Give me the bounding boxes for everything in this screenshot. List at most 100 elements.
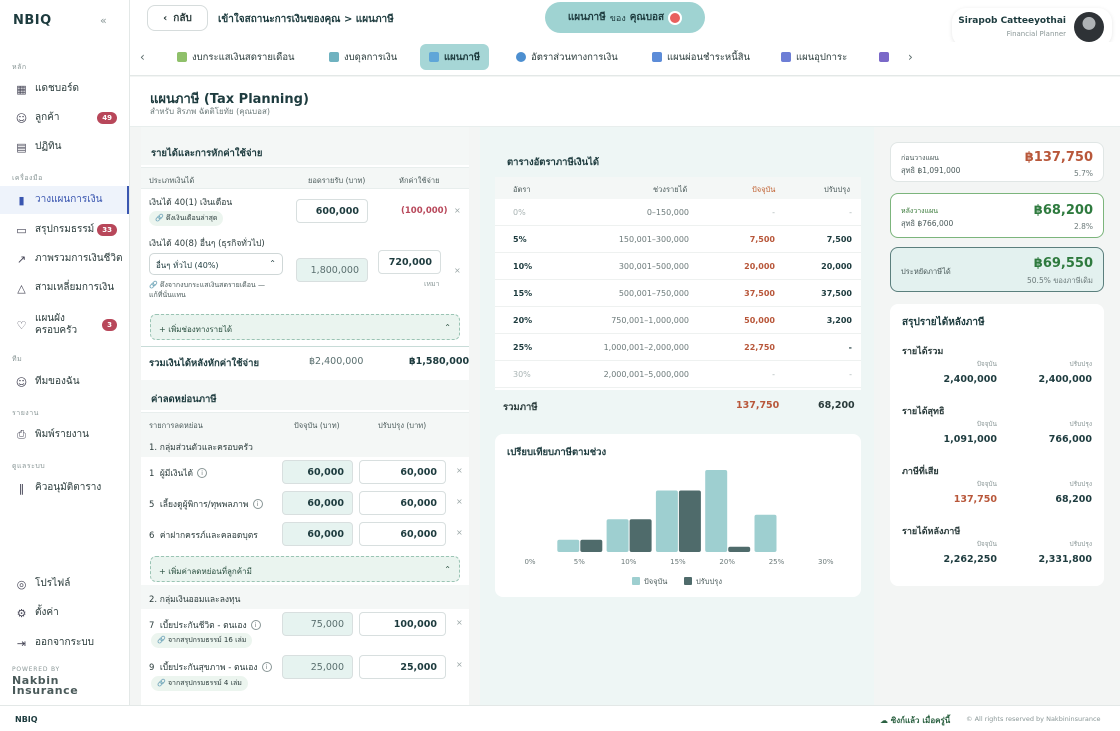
remove-other-icon[interactable]: ×	[454, 266, 461, 275]
income-deduction-panel: รายได้และการหักค่าใช้จ่าย ประเภทเงินได้ …	[141, 127, 469, 707]
sidebar-item-profile[interactable]: ◎ โปรไฟล์	[16, 577, 71, 591]
logout-icon: ⇥	[16, 636, 27, 650]
tab-ratios[interactable]: อัตราส่วนทางการเงิน	[507, 44, 627, 70]
sidebar-item-print[interactable]: ⎙ พิมพ์รายงาน	[0, 421, 129, 449]
cloud-icon: ☁	[880, 716, 888, 725]
x-tick-label: 30%	[818, 558, 834, 566]
sidebar-item-myteam[interactable]: ☺ ทีมของฉัน	[15, 375, 80, 389]
legend-swatch	[684, 577, 692, 585]
policy-link-chip[interactable]: 🔗 จากสรุปกรมธรรม์ 4 เล่ม	[151, 676, 248, 691]
sidebar-item-dashboard[interactable]: ▦ แดชบอร์ด	[16, 82, 79, 96]
back-button[interactable]: ‹ กลับ	[147, 5, 208, 31]
summary-current-value: 2,262,250	[943, 554, 998, 565]
policy-link-chip[interactable]: 🔗 จากสรุปกรมธรรม์ 16 เล่ม	[151, 633, 253, 648]
add-deduction-button[interactable]: + เพิ่มค่าลดหย่อนที่ลูกค้ามี ⌃	[150, 556, 460, 582]
tab-more[interactable]	[870, 44, 903, 70]
user-role: Financial Planner	[1006, 30, 1066, 38]
top-bar: ‹ กลับ เข้าใจสถานะการเงินของคุณ > แผนภาษี…	[130, 0, 1120, 47]
adjusted-cell: 20,000	[821, 262, 852, 271]
page-title: แผนภาษี (Tax Planning)	[150, 92, 309, 107]
footer: NBIQ ☁ ซิงก์แล้ว เมื่อครู่นี้ © All righ…	[0, 705, 1120, 731]
info-icon[interactable]: i	[261, 662, 272, 672]
tab-scroll-right-icon[interactable]: ›	[908, 50, 913, 64]
deduction-adjusted-input[interactable]: 25,000	[359, 655, 446, 679]
tab-cashflow[interactable]: งบกระแสเงินสดรายเดือน	[168, 44, 304, 70]
rate-row: 15% 500,001–750,000 37,500 37,500	[495, 280, 861, 307]
bar-current-1	[557, 539, 580, 552]
remove-deduction-icon[interactable]: ×	[456, 466, 463, 475]
summary-item-label: รายได้สุทธิ	[902, 407, 945, 417]
salary-deduct-value: (100,000)	[401, 206, 448, 216]
pull-cashflow-link[interactable]: 🔗 ดึงจากงบกระแสเงินสดรายเดือน — แก้ที่นั่…	[149, 281, 265, 299]
nav-section-admin: ดูแลระบบ	[12, 462, 46, 470]
remove-deduction-icon[interactable]: ×	[456, 497, 463, 506]
collapse-sidebar-icon[interactable]: «	[100, 14, 107, 27]
sidebar-item-overview[interactable]: ↗ ภาพรวมการเงินชีวิต	[16, 252, 123, 266]
tab-scroll-left-icon[interactable]: ‹	[140, 50, 145, 64]
user-card[interactable]: Sirapob Catteeyothai Financial Planner	[952, 8, 1112, 47]
info-icon[interactable]: i	[197, 468, 208, 478]
globe-icon	[516, 52, 526, 62]
current-cell: 50,000	[744, 316, 775, 325]
current-cell: 22,750	[744, 343, 775, 352]
sidebar-item-policy-summary[interactable]: ▭ สรุปกรมธรรม์ 33	[0, 216, 129, 244]
deduction-group-savings: 2. กลุ่มเงินออมและลงทุน	[141, 585, 469, 609]
graduation-icon	[879, 52, 889, 62]
rate-cell: 0%	[513, 208, 526, 217]
summary-item-label: รายได้หลังภาษี	[902, 527, 961, 537]
tab-tax-plan[interactable]: แผนภาษี	[420, 44, 490, 70]
info-icon[interactable]: i	[250, 620, 261, 630]
summary-badge: 33	[97, 224, 117, 236]
remove-salary-icon[interactable]: ×	[454, 206, 461, 215]
chart-title: เปรียบเทียบภาษีตามช่วง	[507, 446, 606, 458]
tab-debt-plan[interactable]: แผนผ่อนชำระหนี้สิน	[643, 44, 759, 70]
pull-salary-link[interactable]: 🔗 ดึงเงินเดือนล่าสุด	[149, 211, 224, 226]
summary-adjusted-caption: ปรับปรุง	[1069, 420, 1092, 428]
remove-deduction-icon[interactable]: ×	[456, 660, 463, 669]
sidebar-item-customers[interactable]: ☺ ลูกค้า 49	[0, 104, 129, 132]
sidebar-item-settings[interactable]: ⚙ ตั้งค่า	[16, 606, 59, 620]
expense-type-select[interactable]: อื่นๆ ทั่วไป (40%) ⌃	[149, 253, 283, 275]
summary-current-value: 1,091,000	[943, 434, 998, 445]
deduction-adjusted-input[interactable]: 60,000	[359, 460, 446, 484]
sidebar-item-triangle[interactable]: △ สามเหลี่ยมการเงิน	[0, 274, 129, 302]
current-cell: -	[772, 208, 775, 217]
tax-saved-card: ประหยัดภาษีได้ ฿69,550 50.5% ของภาษีเดิม	[890, 247, 1104, 292]
deduction-adjusted-input[interactable]: 60,000	[359, 522, 446, 546]
summary-current-caption: ปัจจุบัน	[976, 540, 997, 548]
summary-item-label: รายได้รวม	[902, 347, 944, 357]
deduction-header: ค่าลดหย่อนภาษี	[141, 380, 469, 410]
adjusted-cell: 37,500	[821, 289, 852, 298]
adjusted-cell: -	[849, 370, 852, 379]
salary-amount-input[interactable]: 600,000	[296, 199, 368, 223]
tax-rate-panel: ตารางอัตราภาษีเงินได้ อัตรา ช่วงรายได้ ป…	[480, 127, 874, 707]
deduction-adjusted-input[interactable]: 100,000	[359, 612, 446, 636]
tax-doc-icon	[429, 52, 439, 62]
other-deduct-input[interactable]: 720,000	[378, 250, 441, 274]
grid-icon: ▦	[16, 82, 27, 96]
remove-deduction-icon[interactable]: ×	[456, 618, 463, 627]
rate-row: 20% 750,001–1,000,000 50,000 3,200	[495, 307, 861, 334]
lump-sum-label: เหมา	[424, 280, 440, 288]
current-cell: -	[772, 370, 775, 379]
copyright: © All rights reserved by Nakbininsurance	[966, 715, 1101, 723]
sidebar-item-planning[interactable]: ▮ วางแผนการเงิน	[0, 186, 129, 214]
sidebar-item-logout[interactable]: ⇥ ออกจากระบบ	[16, 636, 95, 650]
add-income-button[interactable]: + เพิ่มช่องทางรายได้ ⌃	[150, 314, 460, 340]
bar-adjusted-4	[728, 546, 751, 552]
remove-deduction-icon[interactable]: ×	[456, 528, 463, 537]
deduction-adjusted-input[interactable]: 60,000	[359, 491, 446, 515]
rate-total-current: 137,750	[736, 400, 780, 411]
sidebar-item-family[interactable]: ♡ แผนผัง ครอบครัว 3	[0, 310, 129, 340]
income-row-other-label: เงินได้ 40(8) อื่นๆ (ธุรกิจทั่วไป)	[149, 239, 265, 249]
tab-balance-sheet[interactable]: งบดุลการเงิน	[320, 44, 406, 70]
info-icon[interactable]: i	[252, 499, 263, 509]
range-cell: 500,001–750,000	[618, 289, 689, 298]
tab-dependents[interactable]: แผนอุปการะ	[772, 44, 856, 70]
current-cell: 7,500	[749, 235, 775, 244]
footer-brand: NBIQ	[15, 715, 38, 724]
library-icon: ‖	[18, 481, 25, 495]
chart-svg: เปรียบเทียบภาษีตามช่วง 0% 5% 10% 15% 20% 25% 3…	[507, 446, 834, 586]
sidebar-item-calendar[interactable]: ▤ ปฏิทิน	[16, 140, 62, 154]
sidebar-item-queue[interactable]: ‖ คิวอนุมัติตาราง	[0, 474, 129, 502]
